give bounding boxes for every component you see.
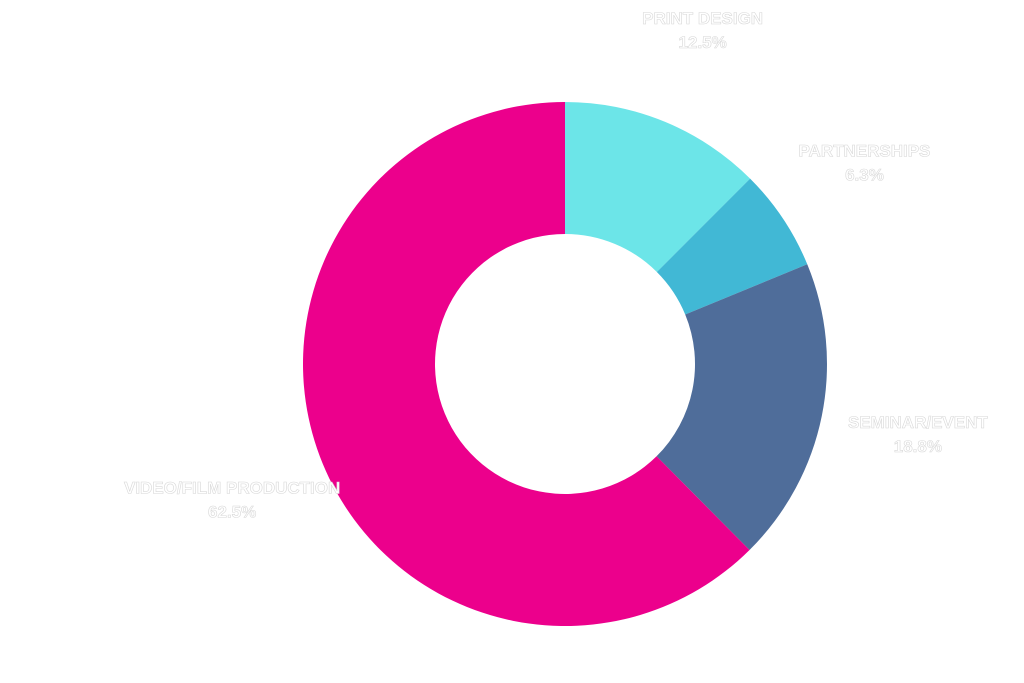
- slice-value-label: 62.5%: [208, 503, 256, 522]
- slice-label: VIDEO/FILM PRODUCTION: [124, 479, 340, 498]
- slice-label: PARTNERSHIPS: [798, 142, 930, 161]
- slice-label: PRINT DESIGN: [642, 9, 763, 28]
- slice-value-label: 12.5%: [679, 33, 727, 52]
- donut-slice: [656, 264, 827, 550]
- donut-slice: [656, 178, 808, 315]
- slice-value-label: 18.8%: [894, 437, 942, 456]
- slice-value-label: 6.3%: [845, 166, 884, 185]
- donut-slice: [302, 102, 750, 626]
- donut-slice: [565, 102, 751, 273]
- slice-label: SEMINAR/EVENT: [848, 413, 988, 432]
